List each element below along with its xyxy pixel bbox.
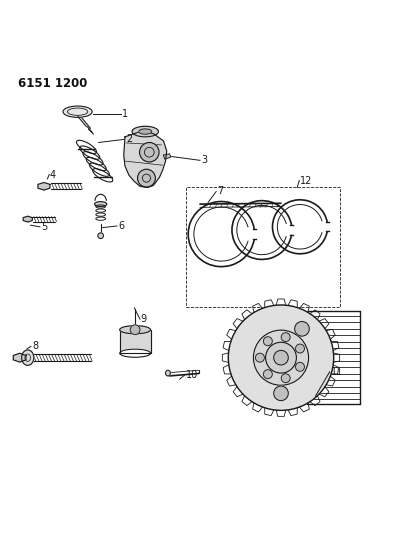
Ellipse shape bbox=[120, 326, 151, 334]
Circle shape bbox=[98, 233, 104, 239]
Text: 4: 4 bbox=[50, 169, 56, 180]
Text: 6151 1200: 6151 1200 bbox=[18, 77, 87, 90]
Circle shape bbox=[253, 330, 308, 385]
Circle shape bbox=[264, 337, 272, 346]
Circle shape bbox=[140, 142, 159, 162]
Ellipse shape bbox=[63, 106, 92, 117]
Circle shape bbox=[264, 370, 272, 378]
Circle shape bbox=[228, 305, 334, 410]
Polygon shape bbox=[38, 182, 50, 190]
Text: 11: 11 bbox=[331, 367, 343, 377]
Circle shape bbox=[137, 169, 155, 187]
Ellipse shape bbox=[95, 201, 107, 206]
Bar bbox=[120, 330, 151, 353]
Text: 8: 8 bbox=[32, 341, 38, 351]
Text: 5: 5 bbox=[41, 222, 47, 232]
Text: 9: 9 bbox=[141, 314, 147, 324]
Ellipse shape bbox=[22, 350, 34, 366]
Text: 2: 2 bbox=[126, 134, 133, 144]
Circle shape bbox=[295, 362, 304, 372]
Polygon shape bbox=[13, 353, 26, 362]
Bar bbox=[186, 188, 340, 307]
Ellipse shape bbox=[132, 126, 158, 137]
Ellipse shape bbox=[120, 349, 151, 357]
Text: 10: 10 bbox=[186, 370, 198, 380]
Text: 7: 7 bbox=[217, 185, 224, 196]
Text: 12: 12 bbox=[300, 175, 313, 185]
Ellipse shape bbox=[139, 129, 152, 134]
Circle shape bbox=[255, 353, 264, 362]
Circle shape bbox=[295, 344, 304, 353]
Circle shape bbox=[281, 374, 290, 383]
Text: 6: 6 bbox=[118, 221, 124, 231]
Circle shape bbox=[274, 350, 288, 365]
Polygon shape bbox=[164, 154, 171, 159]
Circle shape bbox=[281, 333, 290, 342]
Text: 1: 1 bbox=[122, 109, 128, 119]
Bar bbox=[120, 330, 151, 353]
Text: 3: 3 bbox=[201, 155, 207, 165]
Circle shape bbox=[274, 386, 288, 401]
Circle shape bbox=[295, 321, 309, 336]
Ellipse shape bbox=[166, 370, 171, 376]
Polygon shape bbox=[124, 132, 167, 188]
Polygon shape bbox=[23, 216, 32, 222]
Circle shape bbox=[130, 325, 140, 335]
Circle shape bbox=[266, 342, 296, 373]
